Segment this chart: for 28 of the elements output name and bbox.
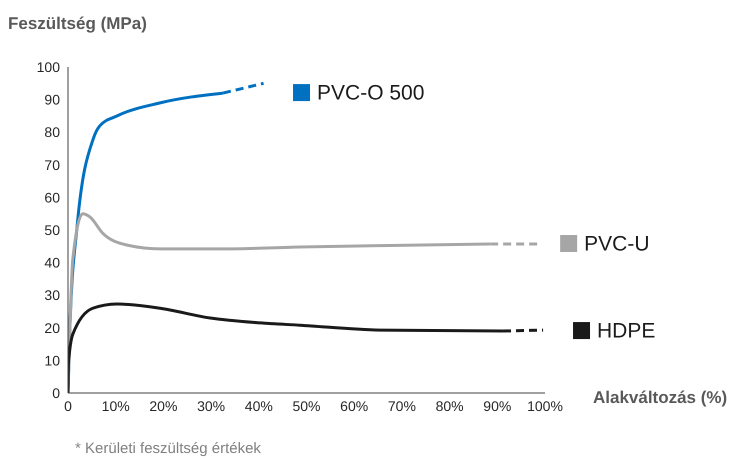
- y-tick-label: 30: [44, 287, 60, 304]
- x-tick-label: 70%: [388, 398, 416, 414]
- y-tick-label: 20: [44, 320, 60, 336]
- y-tick-label: 80: [44, 124, 60, 140]
- x-axis-title: Alakváltozás (%): [593, 388, 728, 408]
- y-tick-label: 90: [44, 92, 60, 108]
- y-tick-label: 70: [44, 156, 60, 173]
- legend-label: PVC-O 500: [317, 82, 424, 105]
- y-tick-label: 40: [44, 254, 60, 271]
- x-tick-label: 80%: [436, 398, 464, 414]
- y-tick-label: 50: [44, 222, 60, 238]
- y-tick-label: 10: [44, 352, 60, 368]
- legend-label: PVC-U: [584, 232, 650, 256]
- text: * Kerületi feszültség értékek: [75, 440, 261, 457]
- x-tick-label: 50%: [292, 398, 321, 414]
- y-tick-label: 60: [44, 189, 60, 206]
- x-tick-label: 40%: [244, 398, 273, 414]
- y-tick-label: 0: [52, 384, 60, 401]
- x-tick-label: 60%: [340, 398, 368, 414]
- x-tick-label: 100%: [527, 398, 563, 414]
- x-tick-label: 90%: [483, 398, 512, 414]
- x-tick-label: 30%: [197, 398, 226, 414]
- chart-title: Feszültség (MPa): [8, 14, 147, 34]
- x-tick-label: 10%: [102, 398, 130, 414]
- legend-label: HDPE: [597, 320, 656, 343]
- y-tick-label: 100: [36, 58, 60, 75]
- x-tick-label: 0: [64, 398, 72, 414]
- x-tick-label: 20%: [149, 398, 178, 414]
